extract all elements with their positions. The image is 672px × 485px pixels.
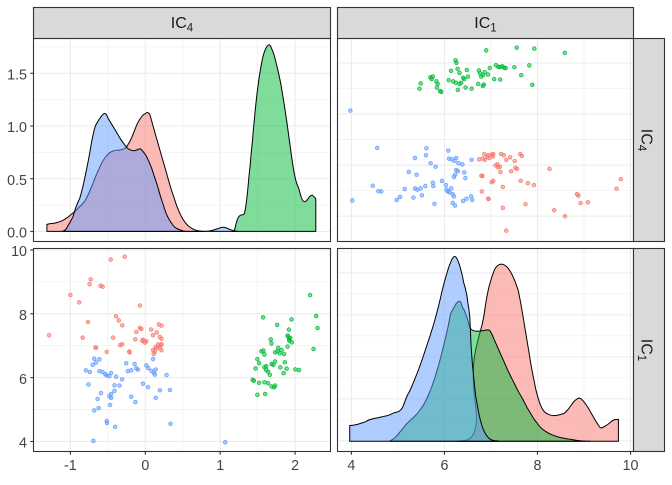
svg-text:0.5: 0.5 <box>7 173 27 189</box>
svg-text:2: 2 <box>291 458 299 474</box>
svg-text:6: 6 <box>440 458 448 474</box>
svg-text:10: 10 <box>11 244 27 260</box>
svg-text:1.0: 1.0 <box>7 120 27 136</box>
svg-text:6: 6 <box>19 372 27 388</box>
svg-text:1: 1 <box>216 458 224 474</box>
svg-text:0.0: 0.0 <box>7 226 27 242</box>
svg-text:8: 8 <box>534 458 542 474</box>
svg-text:4: 4 <box>19 436 27 452</box>
svg-text:4: 4 <box>347 458 355 474</box>
svg-text:1.5: 1.5 <box>7 67 27 83</box>
svg-text:0: 0 <box>141 458 149 474</box>
svg-text:8: 8 <box>19 308 27 324</box>
svg-text:-1: -1 <box>64 458 77 474</box>
svg-text:10: 10 <box>623 458 639 474</box>
